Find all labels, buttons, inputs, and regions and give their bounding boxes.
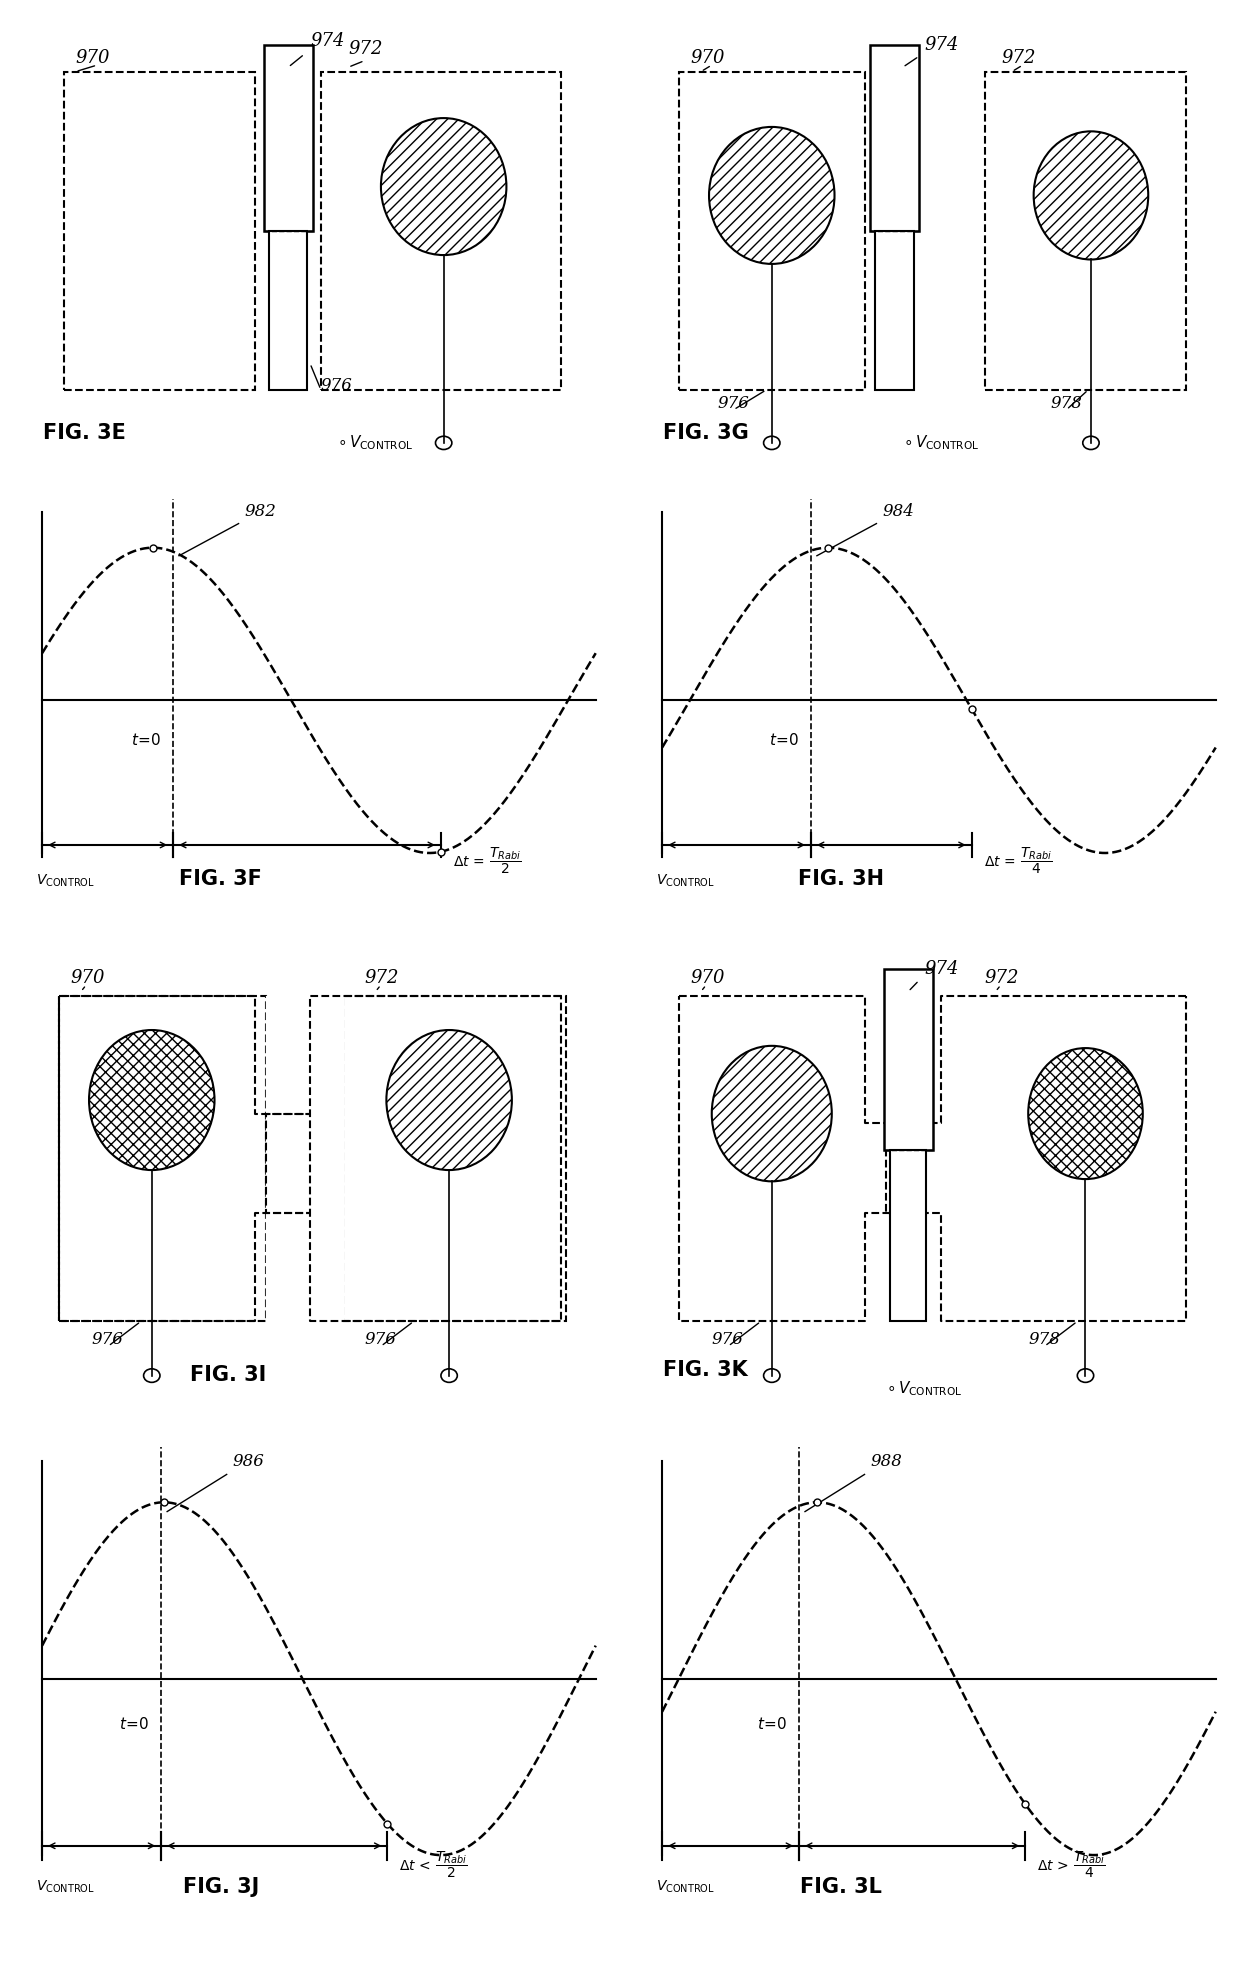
Text: 976: 976 (717, 395, 749, 412)
Bar (269, 232, 308, 391)
Bar (64, 73, 255, 391)
Text: FIG. 3K: FIG. 3K (662, 1361, 748, 1381)
Text: $\Delta t\,=\,\dfrac{T_{Rabi}}{4}$: $\Delta t\,=\,\dfrac{T_{Rabi}}{4}$ (983, 846, 1053, 876)
Text: $V_{\rm CONTROL}$: $V_{\rm CONTROL}$ (656, 1878, 715, 1895)
Text: 974: 974 (925, 35, 959, 55)
Text: 974: 974 (310, 31, 345, 49)
Text: FIG. 3F: FIG. 3F (180, 870, 262, 890)
Ellipse shape (1034, 132, 1148, 259)
Ellipse shape (709, 128, 835, 263)
Bar (890, 1149, 926, 1322)
Text: $V_{\rm CONTROL}$: $V_{\rm CONTROL}$ (36, 1878, 95, 1895)
Text: 972: 972 (985, 968, 1019, 988)
Bar (342, 996, 567, 1322)
Text: 970: 970 (689, 968, 724, 988)
Text: 976: 976 (712, 1332, 744, 1349)
Ellipse shape (712, 1045, 832, 1182)
Text: 972: 972 (348, 41, 383, 59)
Text: FIG. 3I: FIG. 3I (190, 1365, 267, 1385)
Text: FIG. 3E: FIG. 3E (42, 422, 125, 444)
Text: 970: 970 (69, 968, 104, 988)
Bar (264, 45, 312, 232)
Text: 970: 970 (689, 49, 724, 67)
Text: 986: 986 (233, 1453, 264, 1469)
Ellipse shape (387, 1029, 512, 1171)
Text: 974: 974 (925, 960, 959, 978)
Text: $\circ\,V_{\rm CONTROL}$: $\circ\,V_{\rm CONTROL}$ (337, 432, 414, 452)
Text: $\circ\,V_{\rm CONTROL}$: $\circ\,V_{\rm CONTROL}$ (887, 1379, 962, 1398)
Bar (884, 968, 932, 1149)
Text: FIG. 3G: FIG. 3G (662, 422, 749, 444)
Text: $\Delta t\,>\,\dfrac{T_{Rabi}}{4}$: $\Delta t\,>\,\dfrac{T_{Rabi}}{4}$ (1037, 1848, 1106, 1880)
Text: 984: 984 (883, 503, 914, 520)
Text: 970: 970 (76, 49, 110, 67)
Text: 976: 976 (321, 377, 353, 395)
Ellipse shape (381, 118, 506, 255)
Text: 972: 972 (1001, 49, 1035, 67)
Text: $t\!=\!0$: $t\!=\!0$ (131, 733, 161, 748)
Text: $t\!=\!0$: $t\!=\!0$ (119, 1717, 149, 1732)
Ellipse shape (1028, 1049, 1143, 1178)
Text: FIG. 3L: FIG. 3L (800, 1878, 882, 1897)
Text: 976: 976 (92, 1332, 124, 1349)
Text: $\Delta t\,=\,\dfrac{T_{Rabi}}{2}$: $\Delta t\,=\,\dfrac{T_{Rabi}}{2}$ (453, 846, 522, 876)
Text: $V_{\rm CONTROL}$: $V_{\rm CONTROL}$ (36, 874, 95, 890)
Text: 976: 976 (365, 1332, 397, 1349)
Text: $\circ\,V_{\rm CONTROL}$: $\circ\,V_{\rm CONTROL}$ (903, 432, 980, 452)
Text: 978: 978 (1028, 1332, 1060, 1349)
Text: 978: 978 (1050, 395, 1083, 412)
Bar (680, 73, 864, 391)
Bar (60, 996, 267, 1322)
Text: 988: 988 (870, 1453, 903, 1469)
Text: $\Delta t\,<\,\dfrac{T_{Rabi}}{2}$: $\Delta t\,<\,\dfrac{T_{Rabi}}{2}$ (399, 1848, 469, 1880)
Text: FIG. 3H: FIG. 3H (797, 870, 884, 890)
Text: 982: 982 (244, 503, 277, 520)
Bar (870, 45, 919, 232)
Text: $t\!=\!0$: $t\!=\!0$ (756, 1717, 787, 1732)
Text: 972: 972 (365, 968, 399, 988)
Bar (321, 73, 560, 391)
Text: $t\!=\!0$: $t\!=\!0$ (769, 733, 799, 748)
Text: FIG. 3J: FIG. 3J (182, 1878, 259, 1897)
Bar (985, 73, 1187, 391)
Text: $V_{\rm CONTROL}$: $V_{\rm CONTROL}$ (656, 874, 715, 890)
Bar (875, 232, 914, 391)
Ellipse shape (89, 1029, 215, 1171)
